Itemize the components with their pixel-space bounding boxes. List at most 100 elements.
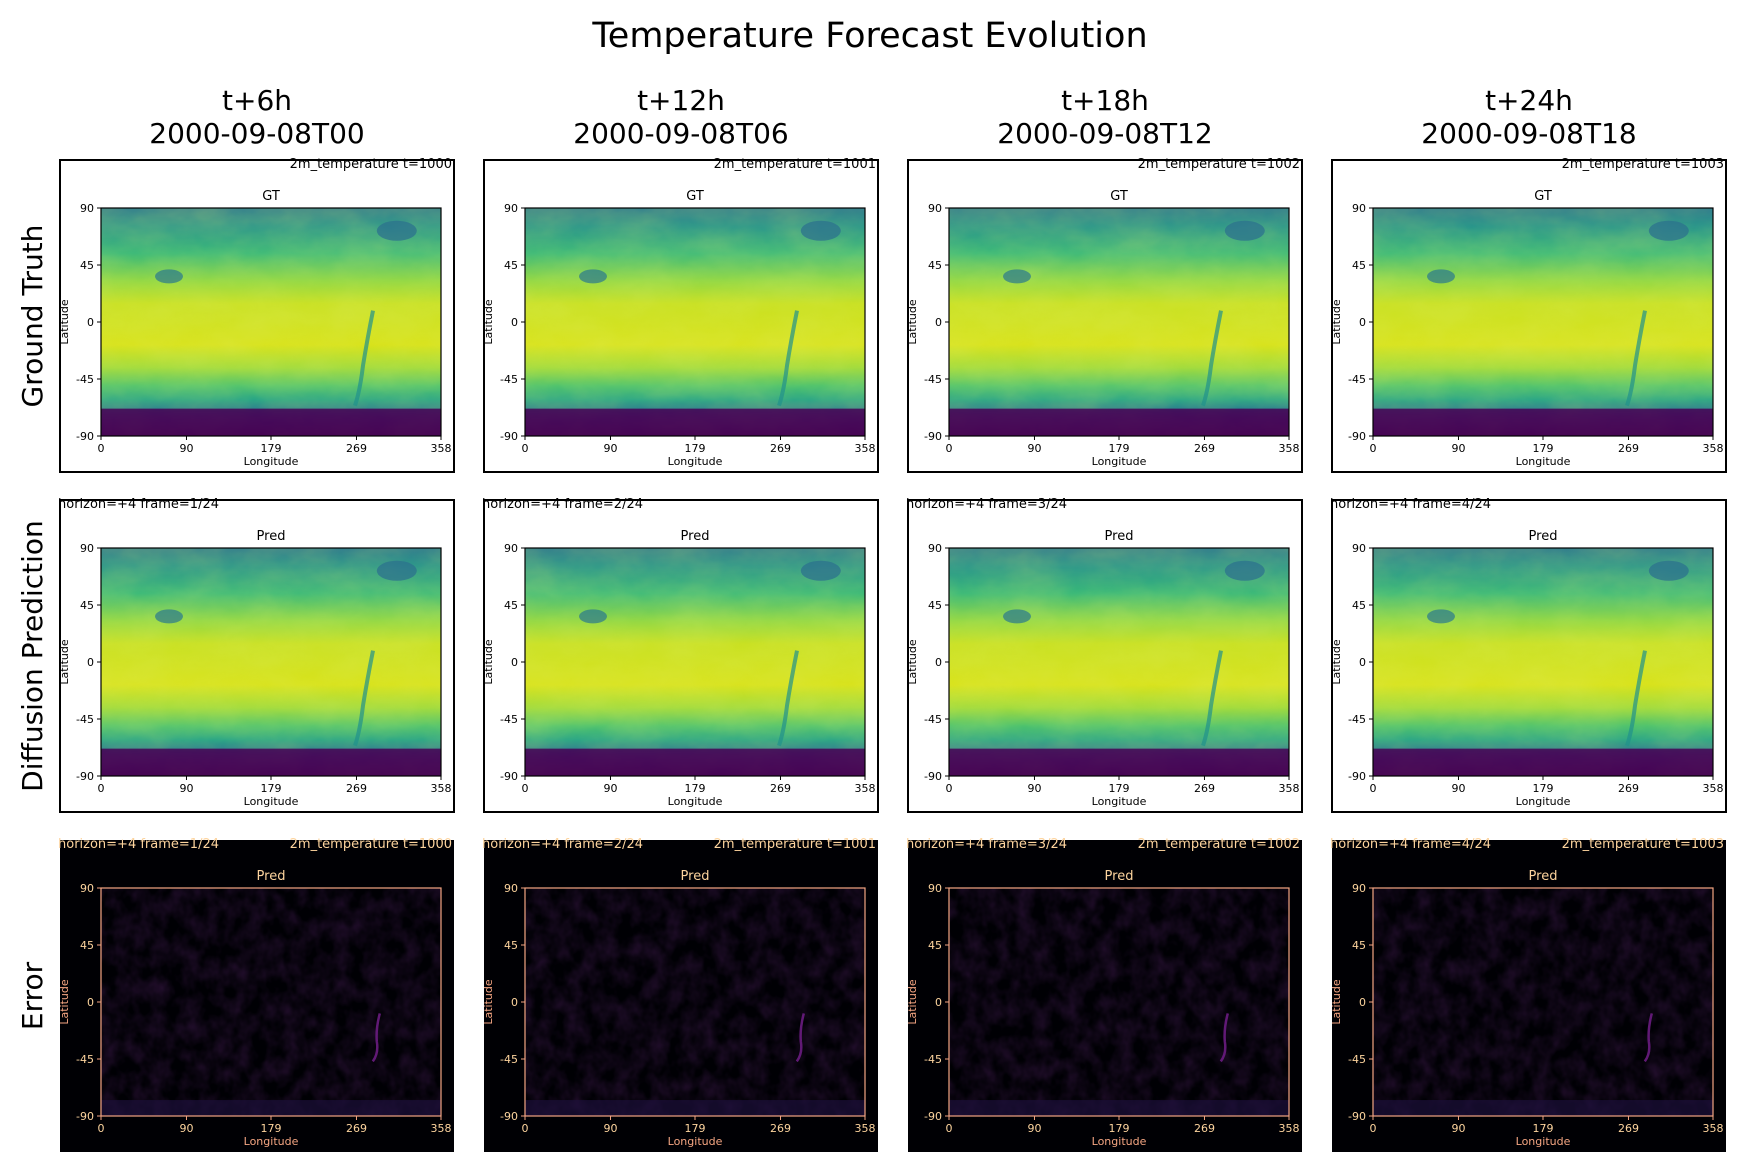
y-tick-label: 0 [511,656,518,669]
panel: horizon=+4 frame=4/24 2m_temperature t=10… [1330,837,1726,1152]
x-tick-label: 179 [261,1122,282,1135]
y-tick-label: 45 [928,939,942,952]
x-tick-label: 90 [603,1122,617,1135]
y-tick-label: -90 [76,770,94,783]
error-feature [371,1013,382,1063]
y-tick-label: 45 [504,939,518,952]
y-axis-label: Latitude [58,979,71,1025]
y-tick-label: -90 [924,430,942,443]
y-tick-label: 0 [511,996,518,1009]
x-axis-label: Longitude [244,455,299,468]
x-tick-label: 179 [685,442,706,455]
y-tick-label: 0 [1359,316,1366,329]
y-tick-label: -45 [924,373,942,386]
antarctic-band [525,408,865,436]
y-tick-label: 90 [80,542,94,555]
panel-title: GT [1110,189,1128,204]
x-tick-label: 269 [770,442,791,455]
error-texture [1373,888,1713,1116]
frame-label: horizon=+4 frame=3/24 [906,837,1067,852]
temperature-texture [1373,548,1713,776]
y-tick-label: 0 [1359,656,1366,669]
x-axis-label: Longitude [668,795,723,808]
panel: 2m_temperature t=1001 GT 90 45 0 -45 -90 0 90 179… [482,157,879,473]
cold-feature [1003,609,1031,624]
x-tick-label: 358 [1279,782,1300,795]
frame-label: horizon=+4 frame=1/24 [58,497,219,512]
y-tick-label: 90 [928,202,942,215]
x-tick-label: 0 [522,1122,529,1135]
y-tick-label: 0 [935,316,942,329]
y-axis-label: Latitude [482,979,495,1025]
y-tick-label: 90 [1352,202,1366,215]
x-tick-label: 179 [1109,442,1130,455]
cold-feature [1648,220,1689,241]
y-tick-label: -90 [1348,430,1366,443]
error-feature [795,1013,806,1063]
panel-title: Pred [1529,529,1558,544]
y-tick-label: 45 [80,259,94,272]
time-step-label: 2m_temperature t=1000 [290,837,452,852]
x-tick-label: 90 [1451,1122,1465,1135]
cold-feature [376,560,417,581]
panel: horizon=+4 frame=2/24 Pred 90 45 0 -45 -90 0 90 1… [482,497,879,813]
andes-feature [353,310,375,407]
time-step-label: 2m_temperature t=1003 [1562,837,1724,852]
error-band [525,1100,865,1116]
y-tick-label: -90 [924,1110,942,1123]
cold-feature [1224,560,1265,581]
y-tick-label: -45 [500,713,518,726]
x-tick-label: 0 [98,782,105,795]
x-tick-label: 358 [855,782,876,795]
cold-feature [579,269,607,284]
y-tick-label: -45 [500,1053,518,1066]
x-axis-label: Longitude [1516,795,1571,808]
error-texture [525,888,865,1116]
panel-title: Pred [681,529,710,544]
y-axis-label: Latitude [482,639,495,685]
panel-title: Pred [1105,869,1134,884]
antarctic-band [101,748,441,776]
frame-label: horizon=+4 frame=2/24 [482,837,643,852]
antarctic-band [949,408,1289,436]
time-step-label: 2m_temperature t=1003 [1562,157,1724,172]
y-axis-label: Latitude [58,299,71,345]
panel-title: GT [262,189,280,204]
time-step-label: 2m_temperature t=1000 [290,157,452,172]
x-tick-label: 90 [1451,442,1465,455]
x-tick-label: 90 [179,442,193,455]
x-axis-label: Longitude [244,1135,299,1148]
temperature-texture [101,208,441,436]
x-tick-label: 269 [1618,1122,1639,1135]
x-tick-label: 358 [1279,442,1300,455]
frame-label: horizon=+4 frame=4/24 [1330,837,1491,852]
x-tick-label: 90 [1027,782,1041,795]
cold-feature [1648,560,1689,581]
y-axis-label: Latitude [1330,299,1343,345]
x-tick-label: 179 [1533,782,1554,795]
x-tick-label: 0 [522,782,529,795]
panel: horizon=+4 frame=1/24 2m_temperature t=10… [58,837,454,1152]
x-tick-label: 90 [603,442,617,455]
y-tick-label: 90 [504,882,518,895]
y-tick-label: 45 [504,259,518,272]
panel: 2m_temperature t=1003 GT 90 45 0 -45 -90 0 90 179… [1330,157,1727,473]
y-tick-label: -45 [76,1053,94,1066]
y-axis-label: Latitude [1330,639,1343,685]
x-tick-label: 179 [1533,1122,1554,1135]
x-tick-label: 179 [685,1122,706,1135]
x-tick-label: 90 [1027,1122,1041,1135]
column-lead-label: t+18h [1061,84,1149,117]
y-tick-label: -90 [500,770,518,783]
column-valid-time: 2000-09-08T18 [1421,117,1636,150]
y-tick-label: 90 [80,882,94,895]
y-tick-label: 0 [87,316,94,329]
x-tick-label: 269 [1618,782,1639,795]
y-tick-label: 90 [1352,542,1366,555]
x-tick-label: 179 [261,782,282,795]
cold-feature [1427,269,1455,284]
error-band [101,1100,441,1116]
y-tick-label: 90 [928,882,942,895]
x-axis-label: Longitude [1092,795,1147,808]
